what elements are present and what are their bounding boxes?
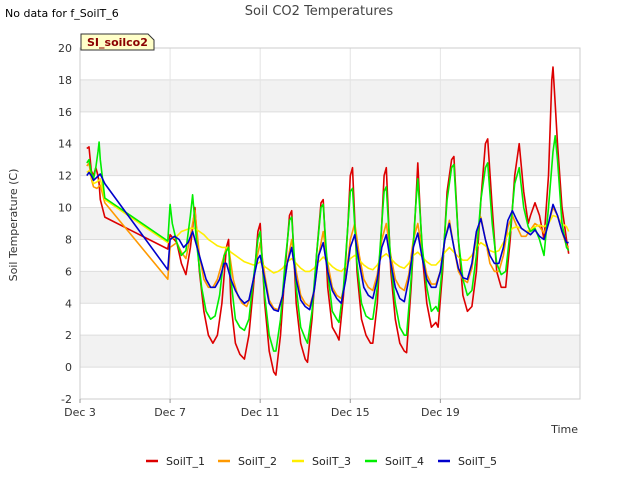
background-band [80,143,580,176]
y-tick-label: 6 [65,265,72,278]
background-band [80,79,580,112]
series-line-SoilT_4 [86,135,570,352]
x-tick-label: Dec 3 [64,406,96,419]
x-axis-label: Time [550,423,578,436]
legend-label-SoilT_5: SoilT_5 [458,455,497,468]
background-band [80,207,580,240]
legend-label-SoilT_1: SoilT_1 [166,455,205,468]
background-band [80,335,580,368]
y-tick-label: 14 [58,138,72,151]
y-tick-label: 10 [58,202,72,215]
chart-title: Soil CO2 Temperatures [245,4,394,19]
y-tick-label: 16 [58,106,72,119]
legend-label-SoilT_3: SoilT_3 [312,455,351,468]
y-tick-label: -2 [61,393,72,406]
site-label: SI_soilco2 [87,36,148,49]
x-tick-label: Dec 19 [421,406,460,419]
series-line-SoilT_2 [86,162,570,311]
y-tick-label: 4 [65,297,72,310]
y-tick-label: 18 [58,74,72,87]
x-tick-label: Dec 11 [241,406,280,419]
y-tick-label: 8 [65,233,72,246]
y-tick-label: 2 [65,329,72,342]
y-tick-label: 12 [58,170,72,183]
legend-label-SoilT_4: SoilT_4 [385,455,424,468]
no-data-notice: No data for f_SoilT_6 [5,7,119,20]
legend-label-SoilT_2: SoilT_2 [238,455,277,468]
series-line-SoilT_5 [86,171,569,313]
series-line-SoilT_1 [86,66,570,376]
x-tick-label: Dec 15 [331,406,370,419]
y-tick-label: 20 [58,42,72,55]
y-axis-label: Soil Temperature (C) [7,169,20,282]
site-label-box [80,33,155,51]
series-line-SoilT_3 [86,170,570,274]
x-tick-label: Dec 7 [154,406,186,419]
y-tick-label: 0 [65,361,72,374]
plot-frame [79,47,581,400]
